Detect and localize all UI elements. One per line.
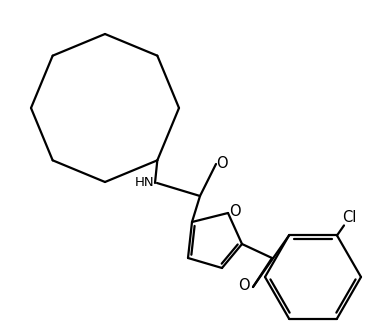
Text: O: O <box>229 204 241 219</box>
Text: Cl: Cl <box>342 210 356 225</box>
Text: O: O <box>238 278 250 294</box>
Text: HN: HN <box>134 175 154 189</box>
Text: O: O <box>216 155 228 171</box>
